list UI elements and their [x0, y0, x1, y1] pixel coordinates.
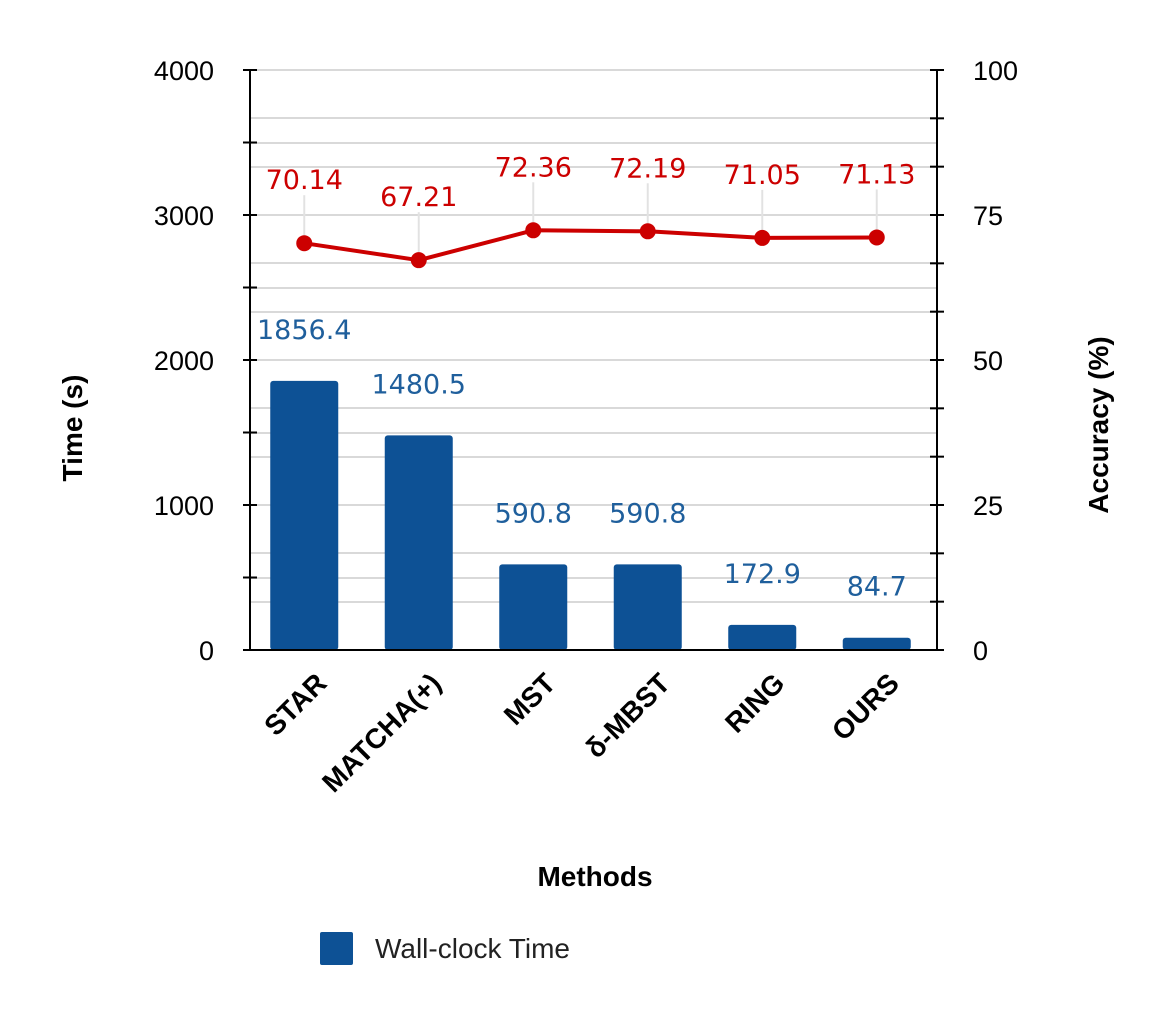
accuracy-value-label: 67.21 — [380, 182, 457, 213]
accuracy-value-label: 71.05 — [724, 160, 801, 191]
legend: Wall-clock Time — [320, 932, 570, 965]
category-label: MST — [498, 667, 562, 731]
y-tick-label: 3000 — [154, 201, 214, 231]
bar-series — [270, 380, 911, 650]
accuracy-point — [296, 235, 313, 252]
accuracy-value-label: 71.13 — [838, 159, 915, 190]
accuracy-value-label: 72.19 — [609, 153, 686, 184]
y-tick-label: 2000 — [154, 346, 214, 376]
category-label: STAR — [258, 667, 332, 741]
accuracy-point — [868, 229, 885, 246]
line-series — [296, 222, 885, 269]
bar-value-label: 172.9 — [724, 559, 801, 590]
category-label: OURS — [826, 667, 905, 746]
accuracy-value-label: 70.14 — [266, 165, 343, 196]
y2-tick-label: 0 — [973, 636, 988, 666]
category-label: δ-MBST — [579, 667, 676, 764]
accuracy-line — [303, 228, 877, 263]
accuracy-value-label: 72.36 — [495, 152, 572, 183]
bar-value-label: 1480.5 — [372, 369, 466, 400]
y2-tick-label: 50 — [973, 346, 1003, 376]
bar-RING — [728, 624, 797, 650]
gridlines — [250, 69, 937, 603]
bar-δ-MBST — [613, 564, 682, 650]
accuracy-point — [754, 229, 771, 246]
y2-tick-label: 100 — [973, 56, 1018, 86]
y-axis-title: Time (s) — [57, 375, 88, 482]
y2-tick-label: 25 — [973, 491, 1003, 521]
y-tick-label: 1000 — [154, 491, 214, 521]
accuracy-point — [639, 223, 656, 240]
data-labels: 1856.4 1480.5 590.8 590.8 172.9 84.7 70.14 67.2… — [257, 152, 915, 602]
y2-axis-title: Accuracy (%) — [1083, 336, 1114, 513]
y-tick-label: 0 — [199, 636, 214, 666]
legend-label: Wall-clock Time — [375, 933, 570, 964]
bar-MATCHA(+) — [384, 435, 453, 650]
category-label: RING — [719, 667, 790, 738]
y2-tick-label: 75 — [973, 201, 1003, 231]
x-axis-title: Methods — [537, 861, 652, 892]
bar-OURS — [842, 637, 911, 650]
accuracy-point — [525, 222, 542, 239]
bar-STAR — [270, 380, 339, 650]
accuracy-point — [410, 252, 427, 269]
bar-value-label: 1856.4 — [257, 315, 351, 346]
category-label: MATCHA(+) — [316, 667, 447, 798]
bar-value-label: 590.8 — [495, 498, 572, 529]
bar-MST — [499, 564, 568, 650]
y-tick-label: 4000 — [154, 56, 214, 86]
bar-value-label: 590.8 — [609, 498, 686, 529]
legend-swatch — [320, 932, 353, 965]
bar-value-label: 84.7 — [847, 572, 907, 603]
